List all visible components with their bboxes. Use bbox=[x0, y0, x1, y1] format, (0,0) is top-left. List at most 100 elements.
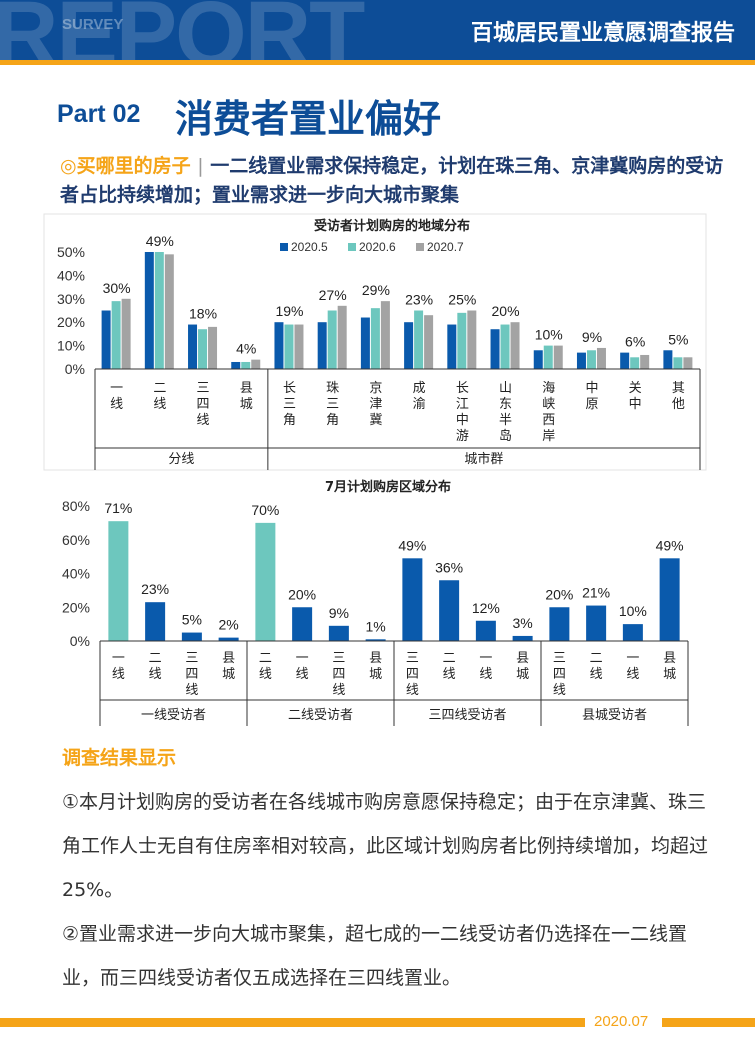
x-category-label: 二线 bbox=[149, 651, 162, 682]
bar-2020.7-三四线 bbox=[208, 326, 218, 369]
x-category-label: 三四线 bbox=[197, 381, 210, 428]
bar-2020.5-县城 bbox=[231, 361, 241, 369]
y-tick-label: 0% bbox=[70, 633, 90, 649]
y-tick-label: 60% bbox=[62, 532, 90, 548]
bar-一线受访者-县城 bbox=[218, 637, 239, 641]
x-category-label: 中原 bbox=[585, 381, 598, 412]
data-label: 23% bbox=[141, 581, 169, 597]
x-category-label: 长三角 bbox=[283, 381, 296, 428]
bar-2020.7-京津冀 bbox=[380, 301, 390, 369]
subheading-highlight: 买哪里的房子 bbox=[76, 155, 191, 177]
x-category-label: 三四线 bbox=[185, 651, 198, 698]
data-label: 2% bbox=[219, 617, 239, 633]
chart-july-region-distribution: 7月计划购房区域分布 0% 20% 40% 60% 80% 71% 一线 23% 二线 5% 三四线 2… bbox=[62, 479, 689, 726]
footer-line-left bbox=[0, 1018, 585, 1027]
data-label: 27% bbox=[319, 287, 347, 303]
bar-2020.6-珠三角 bbox=[327, 310, 337, 369]
bar-三四线受访者-三四线 bbox=[402, 558, 423, 641]
bar-2020.6-其他 bbox=[673, 357, 683, 369]
bar-二线受访者-县城 bbox=[365, 639, 386, 641]
bar-2020.6-长江中游 bbox=[457, 312, 467, 369]
data-label: 49% bbox=[398, 537, 426, 553]
x-category-label: 一线 bbox=[626, 651, 639, 682]
chart-title: 受访者计划购房的地域分布 bbox=[314, 218, 470, 234]
legend-label-2020.7: 2020.7 bbox=[427, 240, 464, 254]
data-label: 49% bbox=[656, 537, 684, 553]
data-label: 20% bbox=[288, 586, 316, 602]
x-category-label: 二线 bbox=[259, 651, 272, 682]
y-tick-label: 20% bbox=[62, 599, 90, 615]
bar-2020.6-二线 bbox=[154, 252, 164, 369]
bar-县城受访者-县城 bbox=[659, 558, 680, 641]
x-category-label: 县城 bbox=[240, 381, 253, 412]
bar-2020.6-三四线 bbox=[198, 329, 208, 369]
legend-label-2020.5: 2020.5 bbox=[291, 240, 328, 254]
bar-县城受访者-三四线 bbox=[549, 607, 570, 641]
bar-2020.5-京津冀 bbox=[360, 317, 370, 369]
bar-2020.6-海峡西岸 bbox=[543, 345, 553, 369]
page-title: 消费者置业偏好 bbox=[175, 97, 442, 141]
footer-date: 2020.07 bbox=[594, 1013, 649, 1030]
x-category-label: 长江中游 bbox=[456, 381, 469, 444]
x-category-label: 三四线 bbox=[332, 651, 345, 698]
data-label: 70% bbox=[251, 502, 279, 518]
subheading-separator: | bbox=[197, 155, 204, 177]
header-banner: REPORT SURVEY 百城居民置业意愿调查报告 bbox=[0, 0, 755, 60]
data-label: 10% bbox=[535, 327, 563, 343]
bar-2020.6-关中 bbox=[630, 357, 640, 369]
data-label: 5% bbox=[182, 612, 202, 628]
y-tick-label: 40% bbox=[62, 566, 90, 582]
results-paragraph-2: ②置业需求进一步向大城市聚集，超七成的一二线受访者仍选择在一二线置业，而三四线受… bbox=[62, 923, 688, 989]
y-tick-label: 10% bbox=[57, 338, 85, 354]
bar-2020.5-海峡西岸 bbox=[533, 350, 543, 369]
header-accent-line bbox=[0, 60, 755, 65]
group-label: 县城受访者 bbox=[582, 708, 647, 723]
bar-2020.7-一线 bbox=[121, 298, 131, 369]
legend-label-2020.6: 2020.6 bbox=[359, 240, 396, 254]
y-tick-label: 30% bbox=[57, 291, 85, 307]
legend-swatch-2020.6 bbox=[348, 243, 356, 251]
bar-2020.5-长三角 bbox=[274, 322, 284, 369]
data-label: 4% bbox=[236, 341, 256, 357]
bar-2020.5-三四线 bbox=[188, 324, 198, 369]
y-tick-label: 50% bbox=[57, 244, 85, 260]
bar-2020.6-京津冀 bbox=[370, 308, 380, 369]
bar-三四线受访者-县城 bbox=[512, 635, 533, 641]
data-label: 10% bbox=[619, 603, 647, 619]
y-tick-label: 40% bbox=[57, 267, 85, 283]
data-label: 9% bbox=[582, 329, 602, 345]
bar-2020.6-山东半岛 bbox=[500, 324, 510, 369]
data-label: 25% bbox=[448, 292, 476, 308]
group-label: 一线受访者 bbox=[141, 708, 206, 723]
bar-2020.6-长三角 bbox=[284, 324, 294, 369]
x-category-label: 关中 bbox=[629, 381, 642, 412]
data-label: 19% bbox=[275, 303, 303, 319]
chart-regional-distribution: 受访者计划购房的地域分布 2020.5 2020.6 2020.7 0% 10% 20% 30… bbox=[43, 213, 707, 471]
bar-2020.6-县城 bbox=[241, 361, 251, 369]
y-tick-label: 0% bbox=[65, 361, 85, 377]
data-label: 71% bbox=[104, 500, 132, 516]
bar-2020.5-其他 bbox=[663, 350, 673, 369]
x-category-label: 山东半岛 bbox=[499, 381, 512, 444]
target-icon: ◎ bbox=[60, 155, 77, 177]
x-category-label: 一线 bbox=[479, 651, 492, 682]
x-category-label: 县城 bbox=[222, 651, 235, 682]
x-category-label: 二线 bbox=[153, 381, 166, 412]
x-category-label: 一线 bbox=[296, 651, 309, 682]
bar-一线受访者-二线 bbox=[145, 602, 166, 641]
bar-县城受访者-二线 bbox=[586, 605, 607, 641]
x-category-label: 县城 bbox=[369, 651, 382, 682]
bar-2020.6-成渝 bbox=[414, 310, 424, 369]
group-label: 分线 bbox=[168, 452, 194, 467]
x-category-label: 成渝 bbox=[413, 381, 426, 412]
bar-2020.6-一线 bbox=[111, 301, 121, 369]
bar-2020.5-中原 bbox=[576, 352, 586, 369]
chart-title: 7月计划购房区域分布 bbox=[325, 479, 451, 495]
x-category-label: 三四线 bbox=[553, 651, 566, 698]
bar-2020.7-海峡西岸 bbox=[553, 345, 563, 369]
data-label: 29% bbox=[362, 282, 390, 298]
x-category-label: 二线 bbox=[443, 651, 456, 682]
group-label: 城市群 bbox=[464, 451, 503, 467]
data-label: 6% bbox=[625, 334, 645, 350]
bar-2020.7-珠三角 bbox=[337, 305, 347, 369]
